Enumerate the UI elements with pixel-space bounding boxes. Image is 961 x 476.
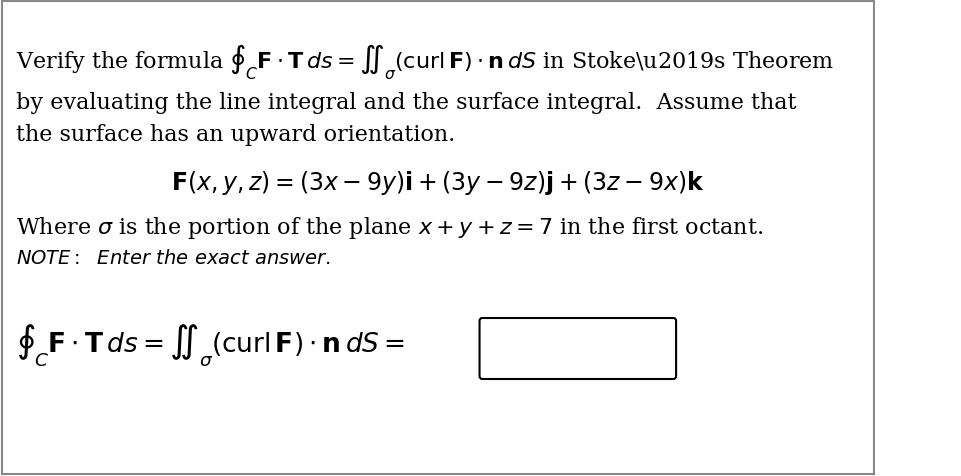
Text: the surface has an upward orientation.: the surface has an upward orientation. — [16, 124, 456, 146]
FancyBboxPatch shape — [479, 318, 676, 379]
Text: $\oint_C \mathbf{F} \cdot \mathbf{T}\, ds = \iint_{\sigma} (\mathrm{curl}\, \mat: $\oint_C \mathbf{F} \cdot \mathbf{T}\, d… — [16, 321, 405, 367]
Text: $\mathit{NOTE{:}\ \ Enter\ the\ exact\ answer.}$: $\mathit{NOTE{:}\ \ Enter\ the\ exact\ a… — [16, 248, 331, 268]
Text: Verify the formula $\oint_C \mathbf{F} \cdot \mathbf{T}\, ds = \iint_{\sigma} (\: Verify the formula $\oint_C \mathbf{F} \… — [16, 42, 834, 81]
Text: Where $\sigma$ is the portion of the plane $x + y + z = 7$ in the first octant.: Where $\sigma$ is the portion of the pla… — [16, 215, 763, 240]
Text: $\mathbf{F}(x, y, z) = (3x - 9y)\mathbf{i} + (3y - 9z)\mathbf{j} + (3z - 9x)\mat: $\mathbf{F}(x, y, z) = (3x - 9y)\mathbf{… — [171, 169, 703, 197]
Text: by evaluating the line integral and the surface integral.  Assume that: by evaluating the line integral and the … — [16, 92, 796, 114]
